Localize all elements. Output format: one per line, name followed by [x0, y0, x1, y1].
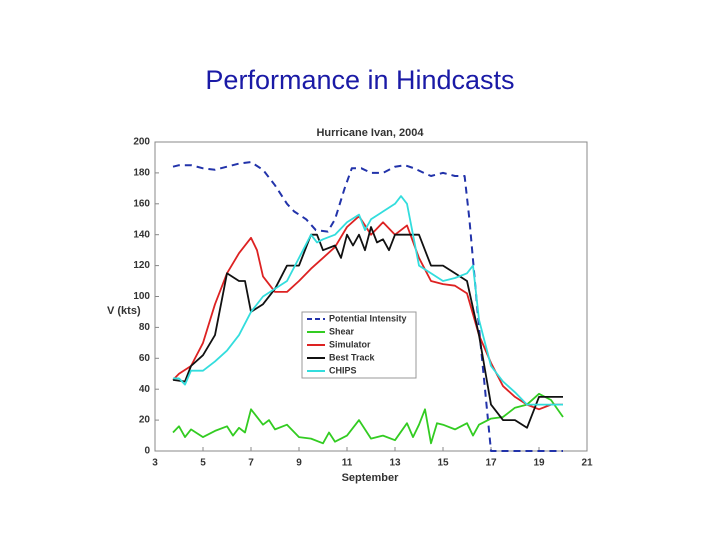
x-tick-label: 13: [389, 458, 401, 469]
x-tick-label: 5: [200, 458, 206, 469]
legend-label: CHIPS: [329, 365, 357, 375]
y-tick-label: 140: [133, 229, 150, 240]
legend-label: Potential Intensity: [329, 313, 407, 323]
series-line: [172, 161, 563, 452]
x-tick-label: 9: [296, 458, 302, 469]
x-tick-label: 7: [248, 458, 254, 469]
y-tick-label: 20: [139, 415, 151, 426]
y-tick-label: 160: [133, 198, 150, 209]
y-tick-label: 100: [133, 291, 150, 302]
y-tick-label: 40: [139, 384, 151, 395]
legend-label: Simulator: [329, 339, 371, 349]
y-tick-label: 60: [139, 353, 151, 364]
x-tick-label: 17: [485, 458, 497, 469]
slide-title: Performance in Hindcasts: [205, 65, 514, 95]
y-axis-label: V (kts): [107, 305, 141, 317]
x-tick-label: 15: [437, 458, 449, 469]
x-tick-label: 11: [342, 458, 353, 469]
x-tick-label: 21: [581, 458, 593, 469]
legend-label: Shear: [329, 326, 355, 336]
y-tick-label: 0: [144, 446, 150, 457]
y-tick-label: 180: [133, 168, 150, 179]
y-tick-label: 120: [133, 260, 150, 271]
series-line: [173, 195, 563, 406]
x-axis-label: September: [342, 472, 400, 484]
series-line: [172, 226, 563, 429]
series-line: [172, 392, 564, 445]
y-tick-label: 80: [139, 322, 151, 333]
chart-title: Hurricane Ivan, 2004: [316, 127, 424, 139]
x-tick-label: 3: [152, 458, 158, 469]
plot-frame: [154, 141, 588, 452]
legend-label: Best Track: [329, 352, 376, 362]
y-tick-label: 200: [133, 137, 150, 148]
x-tick-label: 19: [533, 458, 545, 469]
